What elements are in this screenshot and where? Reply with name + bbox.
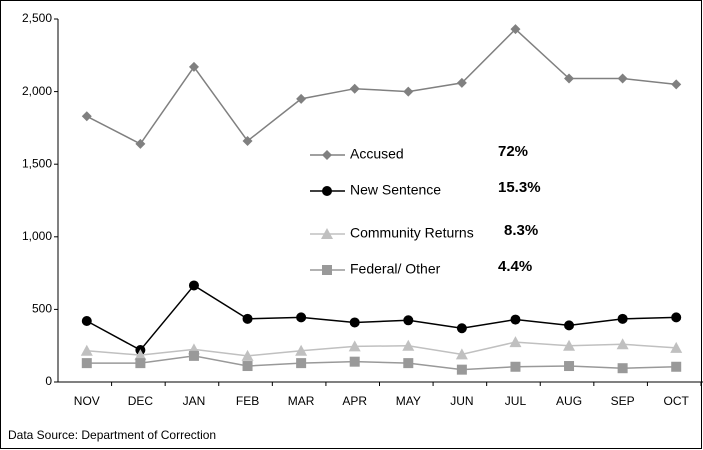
x-tick-label: OCT (664, 394, 690, 408)
x-tick-label: DEC (128, 394, 154, 408)
point (81, 111, 92, 122)
point (510, 314, 521, 325)
point (296, 358, 307, 369)
point (456, 323, 467, 334)
point (134, 349, 147, 361)
x-tick-label: MAY (396, 394, 421, 408)
y-tick-label: 1,500 (22, 156, 52, 170)
x-tick-label: MAR (288, 394, 315, 408)
point (242, 135, 253, 146)
point (617, 73, 628, 84)
point (616, 338, 629, 350)
legend-label: New Sentence (350, 182, 441, 198)
point (402, 339, 415, 351)
legend-label: Community Returns (350, 225, 474, 241)
legend-share: 4.4% (498, 258, 532, 275)
point (349, 356, 360, 367)
legend-marker (322, 150, 332, 160)
point (456, 364, 467, 375)
point (188, 350, 199, 361)
point (296, 93, 307, 104)
point (671, 79, 682, 90)
point (135, 358, 146, 369)
source-note: Data Source: Department of Correction (8, 428, 216, 442)
x-tick-label: NOV (74, 394, 100, 408)
point (403, 315, 414, 326)
series-line (86, 28, 677, 145)
x-tick-label: JUL (505, 394, 527, 408)
point (510, 361, 521, 372)
point (403, 86, 414, 97)
x-tick-label: APR (342, 394, 367, 408)
legend-share: 15.3% (498, 179, 541, 196)
point (456, 77, 467, 88)
legend-label: Federal/ Other (350, 261, 441, 277)
point (564, 320, 575, 331)
point (188, 61, 199, 72)
point (81, 358, 92, 369)
legend-marker (321, 228, 333, 239)
point (563, 339, 576, 351)
point (242, 361, 253, 372)
y-tick-label: 0 (45, 374, 52, 388)
point (671, 361, 682, 372)
point (295, 344, 308, 356)
y-tick-label: 2,500 (22, 11, 52, 25)
point (564, 361, 575, 372)
point (670, 341, 683, 353)
y-tick-label: 500 (32, 302, 52, 316)
point (242, 313, 253, 324)
point (296, 312, 307, 323)
x-tick-label: SEP (611, 394, 635, 408)
point (671, 312, 682, 323)
point (348, 340, 361, 352)
point (349, 317, 360, 328)
series-line (86, 355, 677, 371)
x-tick-label: JAN (183, 394, 206, 408)
point (403, 358, 414, 369)
legend-share: 72% (498, 143, 528, 160)
y-tick-label: 2,000 (22, 84, 52, 98)
point (349, 83, 360, 94)
point (510, 24, 521, 35)
series-line (86, 284, 677, 352)
point (564, 73, 575, 84)
x-tick-label: FEB (236, 394, 259, 408)
point (135, 138, 146, 149)
point (188, 280, 199, 291)
point (455, 348, 468, 360)
x-tick-label: JUN (450, 394, 473, 408)
y-tick-label: 1,000 (22, 229, 52, 243)
legend-label: Accused (350, 146, 404, 162)
legend-marker (322, 186, 332, 196)
point (509, 336, 522, 348)
series-line (86, 341, 677, 357)
x-tick-label: AUG (556, 394, 582, 408)
point (617, 313, 628, 324)
point (241, 349, 254, 361)
point (80, 344, 93, 356)
legend-marker (322, 265, 332, 275)
point (81, 316, 92, 327)
point (617, 363, 628, 374)
legend-share: 8.3% (504, 222, 538, 239)
